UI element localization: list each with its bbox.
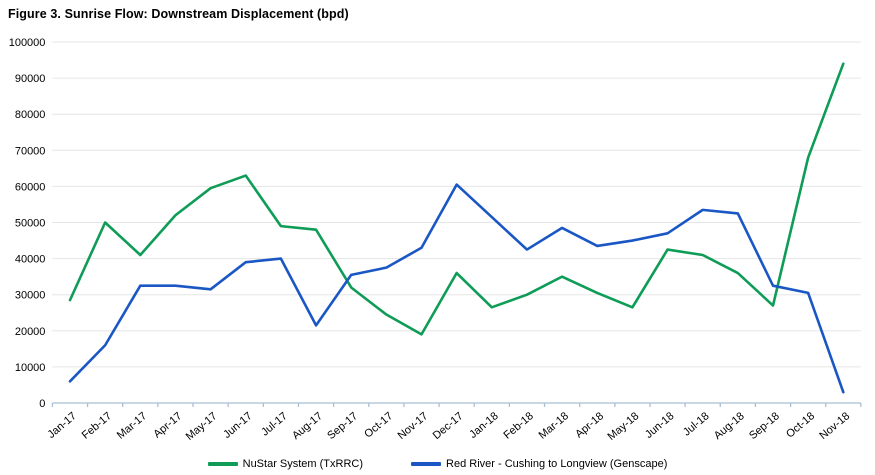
y-axis-label: 80000 (15, 109, 46, 121)
y-axis-label: 70000 (15, 145, 46, 157)
x-axis-label: Feb-17 (80, 410, 114, 442)
x-axis-label: Jan-17 (45, 410, 78, 441)
x-axis-label: Apr-18 (573, 410, 606, 440)
x-axis-label: Sep-17 (325, 410, 360, 442)
chart-legend: NuStar System (TxRRC) Red River - Cushin… (0, 458, 875, 470)
x-axis-label: Jun-17 (221, 410, 254, 441)
x-axis-label: Jun-18 (643, 410, 676, 441)
x-axis-label: Aug-18 (712, 410, 747, 442)
x-axis-label: Dec-17 (431, 410, 466, 442)
x-axis-label: Sep-18 (747, 410, 782, 442)
x-axis-label: Mar-17 (115, 410, 149, 442)
legend-item-redriver: Red River - Cushing to Longview (Genscap… (411, 458, 667, 470)
x-axis-label: Oct-18 (784, 410, 817, 440)
legend-swatch-redriver (411, 462, 442, 466)
x-axis-label: Oct-17 (362, 410, 395, 440)
y-axis-label: 60000 (15, 181, 46, 193)
x-axis-label: Jan-18 (467, 410, 500, 441)
x-axis-label: Jul-17 (259, 410, 290, 438)
x-axis-label: Nov-17 (396, 410, 431, 442)
y-axis-label: 30000 (15, 290, 46, 302)
legend-swatch-nustar (207, 462, 238, 466)
x-axis-label: May-17 (184, 410, 220, 443)
line-chart-plot-area: 0 10000 20000 30000 40000 50000 60000 70000 8000… (9, 37, 862, 443)
x-axis-label: Feb-18 (501, 410, 535, 442)
legend-item-nustar: NuStar System (TxRRC) (207, 458, 364, 470)
y-axis-label: 0 (39, 398, 45, 410)
x-axis-label: Aug-17 (290, 410, 325, 442)
series-line-nustar (68, 62, 845, 336)
y-axis-label: 20000 (15, 326, 46, 338)
series-line-redriver (68, 183, 845, 394)
x-axis-label: Mar-18 (537, 410, 571, 442)
y-axis-label: 100000 (9, 37, 46, 49)
x-axis-label: May-18 (606, 410, 642, 443)
y-axis-label: 10000 (15, 362, 46, 374)
x-axis-label: Jul-18 (681, 410, 712, 438)
chart-title: Figure 3. Sunrise Flow: Downstream Displ… (8, 7, 349, 21)
x-axis-label: Nov-18 (817, 410, 852, 442)
y-axis-label: 40000 (15, 254, 46, 266)
y-axis-label: 50000 (15, 218, 46, 230)
x-axis-label: Apr-17 (151, 410, 184, 440)
legend-label-redriver: Red River - Cushing to Longview (Genscap… (446, 458, 668, 470)
legend-label-nustar: NuStar System (TxRRC) (242, 458, 364, 470)
y-axis-label: 90000 (15, 73, 46, 85)
